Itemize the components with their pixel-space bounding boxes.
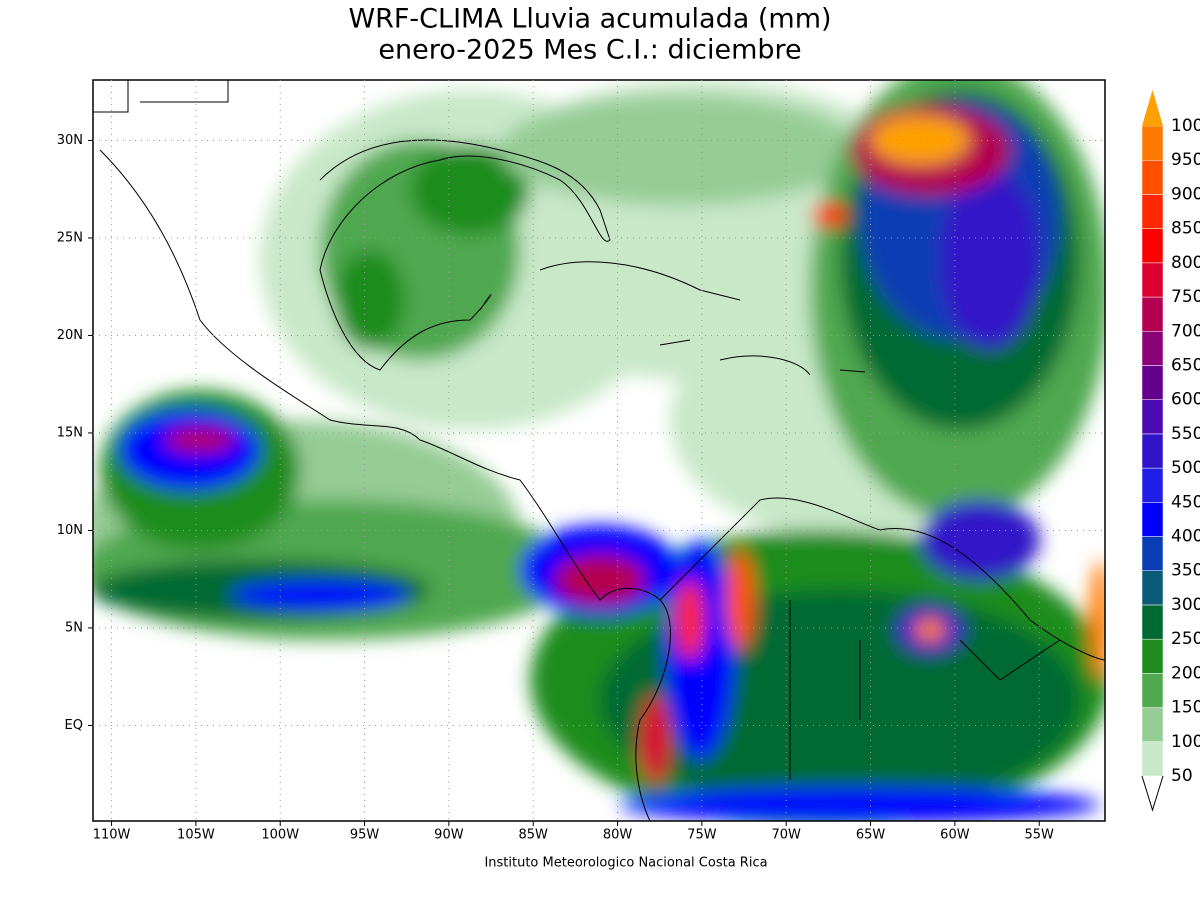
lon-tick-label: 85W bbox=[519, 828, 549, 843]
colorbar-box bbox=[1141, 194, 1164, 229]
colorbar-box bbox=[1141, 604, 1164, 640]
colorbar-label: 900 bbox=[1171, 184, 1200, 204]
lon-tick-label: 100W bbox=[261, 828, 299, 843]
colorbar-label: 800 bbox=[1171, 253, 1200, 273]
title-line: WRF-CLIMA Lluvia acumulada (mm) bbox=[348, 4, 831, 35]
map-frame bbox=[92, 79, 1106, 822]
colorbar-box bbox=[1141, 331, 1164, 366]
lat-tick-label: 30N bbox=[57, 133, 83, 148]
lon-tick-label: 70W bbox=[772, 828, 802, 843]
footer: Instituto Meteorologico Nacional Costa R… bbox=[484, 856, 767, 871]
colorbar-box bbox=[1141, 365, 1164, 400]
colorbar-box bbox=[1141, 467, 1164, 503]
colorbar-label: 100 bbox=[1171, 732, 1200, 752]
colorbar-label: 500 bbox=[1171, 458, 1200, 478]
title-line: enero-2025 Mes C.I.: diciembre bbox=[378, 35, 801, 66]
colorbar-box bbox=[1141, 433, 1164, 469]
lon-tick-label: 110W bbox=[93, 828, 131, 843]
colorbar-box bbox=[1141, 570, 1164, 606]
lon-tick-label: 60W bbox=[940, 828, 970, 843]
lat-tick-label: 20N bbox=[57, 328, 83, 343]
lon-tick-label: 95W bbox=[350, 828, 380, 843]
colorbar-box bbox=[1141, 296, 1164, 332]
lon-tick-label: 80W bbox=[603, 828, 633, 843]
colorbar-box bbox=[1141, 159, 1164, 195]
colorbar-box bbox=[1141, 262, 1164, 298]
lon-tick-label: 90W bbox=[434, 828, 464, 843]
colorbar-label: 350 bbox=[1171, 561, 1200, 581]
colorbar-label: 850 bbox=[1171, 219, 1200, 239]
colorbar-label: 450 bbox=[1171, 492, 1200, 512]
lon-tick-label: 55W bbox=[1025, 828, 1055, 843]
colorbar-box bbox=[1141, 638, 1164, 674]
colorbar-label: 950 bbox=[1171, 150, 1200, 170]
lat-tick-label: 10N bbox=[57, 523, 83, 538]
lon-tick-label: 75W bbox=[687, 828, 717, 843]
colorbar-box bbox=[1141, 502, 1164, 537]
colorbar-over bbox=[1142, 90, 1163, 126]
colorbar-label: 300 bbox=[1171, 595, 1200, 615]
lat-tick-label: 15N bbox=[57, 425, 83, 440]
colorbar-label: 400 bbox=[1171, 527, 1200, 547]
colorbar-under bbox=[1141, 775, 1164, 812]
colorbar-label: 750 bbox=[1171, 287, 1200, 307]
colorbar-label: 150 bbox=[1171, 698, 1200, 718]
colorbar-box bbox=[1141, 399, 1164, 435]
colorbar-box bbox=[1141, 707, 1164, 743]
lat-tick-label: 25N bbox=[57, 230, 83, 245]
colorbar-label: 600 bbox=[1171, 390, 1200, 410]
colorbar-label: 700 bbox=[1171, 321, 1200, 341]
colorbar-label: 250 bbox=[1171, 629, 1200, 649]
lon-tick-label: 65W bbox=[856, 828, 886, 843]
colorbar-label: 50 bbox=[1171, 766, 1193, 786]
colorbar-box bbox=[1141, 125, 1164, 161]
colorbar-box bbox=[1141, 228, 1164, 264]
colorbar-label: 550 bbox=[1171, 424, 1200, 444]
colorbar-box bbox=[1141, 673, 1164, 708]
lon-tick-label: 105W bbox=[177, 828, 215, 843]
lat-tick-label: EQ bbox=[65, 718, 83, 733]
colorbar-label: 200 bbox=[1171, 663, 1200, 683]
colorbar-box bbox=[1141, 536, 1164, 571]
colorbar-label: 1000 bbox=[1171, 116, 1200, 136]
rain-field bbox=[93, 80, 1105, 821]
colorbar-label: 650 bbox=[1171, 355, 1200, 375]
colorbar-box bbox=[1141, 741, 1164, 777]
lat-tick-label: 5N bbox=[65, 620, 83, 635]
